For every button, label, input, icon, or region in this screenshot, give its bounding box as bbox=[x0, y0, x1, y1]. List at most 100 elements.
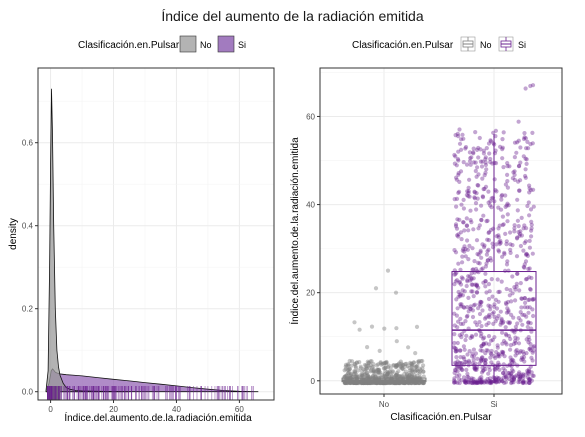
point-si bbox=[526, 335, 531, 340]
point-si bbox=[488, 379, 493, 384]
point-si bbox=[477, 376, 482, 381]
point-si bbox=[509, 312, 514, 317]
point-si bbox=[525, 305, 530, 310]
point-si bbox=[503, 375, 508, 380]
point-si bbox=[521, 375, 526, 380]
point-si bbox=[483, 279, 488, 284]
point-no bbox=[352, 361, 357, 366]
point-si bbox=[463, 380, 468, 385]
point-si bbox=[469, 282, 474, 287]
point-si bbox=[486, 320, 491, 326]
point-no bbox=[349, 371, 354, 376]
point-si bbox=[500, 214, 505, 219]
point-si bbox=[494, 306, 500, 311]
legend-label-no: No bbox=[200, 40, 212, 50]
point-no bbox=[414, 364, 419, 369]
point-si bbox=[457, 373, 462, 378]
point-no bbox=[374, 369, 379, 374]
point-si bbox=[518, 229, 523, 234]
point-no bbox=[413, 365, 418, 370]
point-no bbox=[363, 367, 368, 372]
point-si bbox=[467, 243, 472, 248]
point-si bbox=[457, 141, 463, 146]
point-no bbox=[394, 372, 399, 377]
point-si bbox=[484, 290, 489, 295]
point-si bbox=[522, 131, 527, 136]
point-si bbox=[458, 348, 463, 353]
point-no bbox=[398, 365, 403, 370]
point-si bbox=[477, 361, 482, 366]
point-si bbox=[520, 380, 525, 386]
point-si bbox=[477, 311, 483, 317]
chart-title: Índice del aumento de la radiación emiti… bbox=[161, 8, 424, 24]
point-no bbox=[410, 367, 415, 372]
point-si bbox=[513, 298, 518, 303]
point-si bbox=[516, 138, 521, 143]
point-si bbox=[512, 330, 517, 335]
point-si bbox=[462, 378, 467, 383]
point-si bbox=[476, 252, 481, 257]
point-no bbox=[364, 363, 369, 368]
point-no bbox=[372, 370, 377, 375]
point-no bbox=[391, 363, 396, 368]
point-si bbox=[488, 304, 493, 309]
point-si bbox=[505, 185, 510, 190]
point-si bbox=[486, 303, 491, 308]
point-si bbox=[470, 314, 476, 320]
point-si bbox=[505, 219, 510, 224]
point-si bbox=[511, 358, 516, 363]
point-si bbox=[489, 205, 494, 210]
point-si bbox=[456, 232, 461, 237]
point-si bbox=[522, 305, 528, 310]
point-no bbox=[378, 360, 383, 365]
point-no bbox=[370, 374, 376, 379]
point-si bbox=[518, 374, 523, 379]
point-si bbox=[459, 202, 464, 207]
point-si bbox=[512, 374, 517, 379]
point-si bbox=[526, 371, 532, 376]
point-si bbox=[455, 348, 460, 353]
point-si bbox=[463, 254, 468, 259]
point-no bbox=[375, 367, 381, 372]
point-si bbox=[457, 127, 462, 132]
point-si bbox=[471, 276, 476, 281]
point-si bbox=[488, 160, 493, 165]
point-si bbox=[464, 223, 470, 228]
point-si bbox=[460, 293, 465, 298]
point-si bbox=[457, 179, 462, 184]
point-si bbox=[496, 376, 501, 381]
point-no bbox=[374, 363, 379, 368]
point-si bbox=[501, 371, 506, 376]
point-si bbox=[475, 183, 480, 188]
right-y-tick-label: 0 bbox=[311, 377, 316, 386]
point-si bbox=[477, 135, 482, 141]
point-si bbox=[516, 164, 522, 169]
point-si bbox=[509, 299, 514, 304]
point-no bbox=[405, 373, 410, 378]
point-si bbox=[486, 238, 491, 243]
point-si bbox=[483, 155, 488, 160]
point-si bbox=[522, 135, 527, 140]
point-no bbox=[358, 364, 363, 369]
point-si bbox=[455, 131, 460, 136]
point-si bbox=[514, 254, 520, 259]
point-si bbox=[498, 309, 503, 314]
point-si bbox=[512, 226, 517, 231]
point-si bbox=[458, 294, 463, 299]
point-si bbox=[458, 230, 464, 235]
point-si bbox=[499, 316, 504, 321]
point-si bbox=[505, 172, 510, 177]
point-si bbox=[506, 320, 511, 325]
point-si bbox=[454, 196, 460, 201]
point-si bbox=[531, 373, 536, 378]
point-si bbox=[460, 331, 465, 336]
point-si bbox=[464, 380, 469, 385]
point-si bbox=[494, 379, 499, 384]
point-si bbox=[483, 170, 488, 175]
point-no bbox=[399, 373, 404, 378]
point-si bbox=[505, 164, 510, 169]
point-si bbox=[486, 141, 492, 146]
point-si bbox=[479, 370, 485, 375]
point-si bbox=[501, 338, 507, 344]
point-si bbox=[457, 365, 462, 370]
